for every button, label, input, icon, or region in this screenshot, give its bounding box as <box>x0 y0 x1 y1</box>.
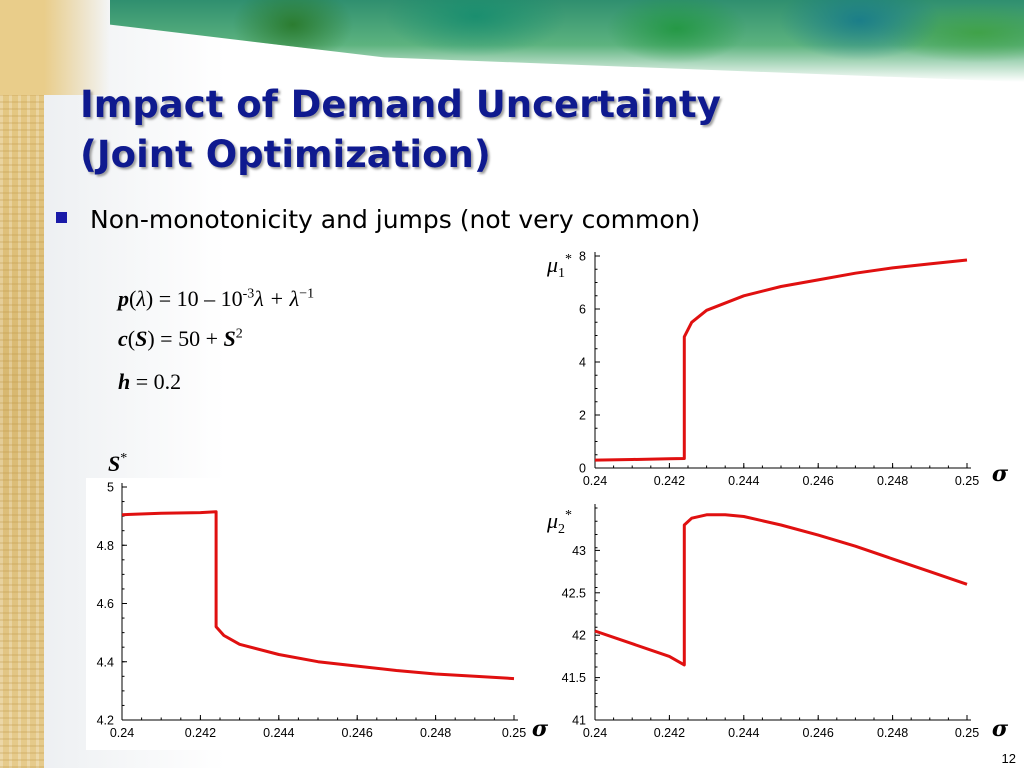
formula-holding: h = 0.2 <box>118 369 181 395</box>
background-left-strip <box>0 0 44 768</box>
x-tick-label: 0.246 <box>803 726 834 740</box>
chart-mu2: 0.24 0.242 0.244 0.246 0.248 0.25 41 41.5 42 42.5… <box>546 504 1009 742</box>
y-axis-label: μ1* <box>546 252 572 281</box>
slide-title-line-2: (Joint Optimization) <box>80 133 491 176</box>
formula-price-rest-a: = 10 – 10 <box>153 286 243 311</box>
y-tick-label: 4.8 <box>97 539 114 553</box>
x-tick-label: 0.242 <box>185 726 216 740</box>
y-tick-label: 41.5 <box>562 671 586 685</box>
x-tick-label: 0.25 <box>955 726 979 740</box>
y-tick-label: 4.4 <box>97 655 114 669</box>
y-tick-label: 4 <box>579 356 586 370</box>
y-tick-label: 4.6 <box>97 597 114 611</box>
bullet-text: Non-monotonicity and jumps (not very com… <box>90 205 701 234</box>
x-tick-label: 0.248 <box>877 726 908 740</box>
x-axis-label: σ <box>992 461 1009 487</box>
page-number: 12 <box>1001 751 1016 766</box>
y-tick-label: 8 <box>579 250 586 264</box>
y-axis-label: S* <box>108 451 127 476</box>
x-tick-label: 0.24 <box>583 474 607 488</box>
x-tick-label: 0.246 <box>803 474 834 488</box>
x-tick-label: 0.25 <box>502 726 526 740</box>
x-tick-label: 0.248 <box>420 726 451 740</box>
y-tick-label: 4.2 <box>97 714 114 728</box>
formula-price-arg: λ <box>136 286 146 311</box>
x-tick-label: 0.246 <box>342 726 373 740</box>
y-tick-label: 41 <box>572 714 586 728</box>
formula-cost-arg: S <box>135 326 148 351</box>
series-line <box>121 510 515 681</box>
x-tick-label: 0.248 <box>877 474 908 488</box>
formula-cost-lhs: c <box>118 326 128 351</box>
formula-price-lhs: p <box>118 286 129 311</box>
x-tick-label: 0.244 <box>728 474 759 488</box>
formula-cost-var: S <box>223 326 236 351</box>
formula-price-exp2: −1 <box>299 286 315 302</box>
y-tick-label: 0 <box>579 462 586 476</box>
x-tick-label: 0.242 <box>654 726 685 740</box>
formula-cost-rest: = 50 + <box>154 326 224 351</box>
x-tick-label: 0.24 <box>110 726 134 740</box>
x-tick-label: 0.25 <box>955 474 979 488</box>
slide-title-line-1: Impact of Demand Uncertainty <box>80 83 721 126</box>
y-tick-label: 2 <box>579 409 586 423</box>
y-tick-label: 43 <box>572 544 586 558</box>
formula-holding-lhs: h <box>118 369 131 394</box>
slide-title: Impact of Demand Uncertainty (Joint Opti… <box>80 80 840 180</box>
series-line <box>594 513 968 667</box>
formula-cost: c(S) = 50 + S2 <box>118 326 243 351</box>
x-axis-label: σ <box>992 716 1009 742</box>
y-axis-label: μ2* <box>546 508 572 537</box>
chart-s-background <box>86 478 526 750</box>
chart-mu1: 0.24 0.242 0.244 0.246 0.248 0.25 0 2 4 6 8 μ1* σ <box>546 250 1009 489</box>
x-axis-label: σ <box>532 716 549 742</box>
x-tick-label: 0.24 <box>583 726 607 740</box>
formula-price: p(λ) = 10 – 10-3λ + λ−1 <box>118 286 315 311</box>
y-tick-label: 42.5 <box>562 586 586 600</box>
y-tick-label: 6 <box>579 303 586 317</box>
formula-cost-exp: 2 <box>235 326 243 342</box>
x-tick-label: 0.242 <box>654 474 685 488</box>
y-tick-label: 5 <box>107 481 114 495</box>
x-tick-label: 0.244 <box>728 726 759 740</box>
formula-price-exp1: -3 <box>242 286 255 302</box>
formula-holding-rest: = 0.2 <box>130 369 182 394</box>
y-tick-label: 42 <box>572 629 586 643</box>
chart-s: 0.24 0.242 0.244 0.246 0.248 0.25 4.2 4.4 4.6 4.8… <box>97 451 549 742</box>
bullet-square-icon <box>56 212 67 223</box>
series-line <box>594 258 968 462</box>
formula-price-rest-b: λ + λ <box>254 286 300 311</box>
x-tick-label: 0.244 <box>263 726 294 740</box>
